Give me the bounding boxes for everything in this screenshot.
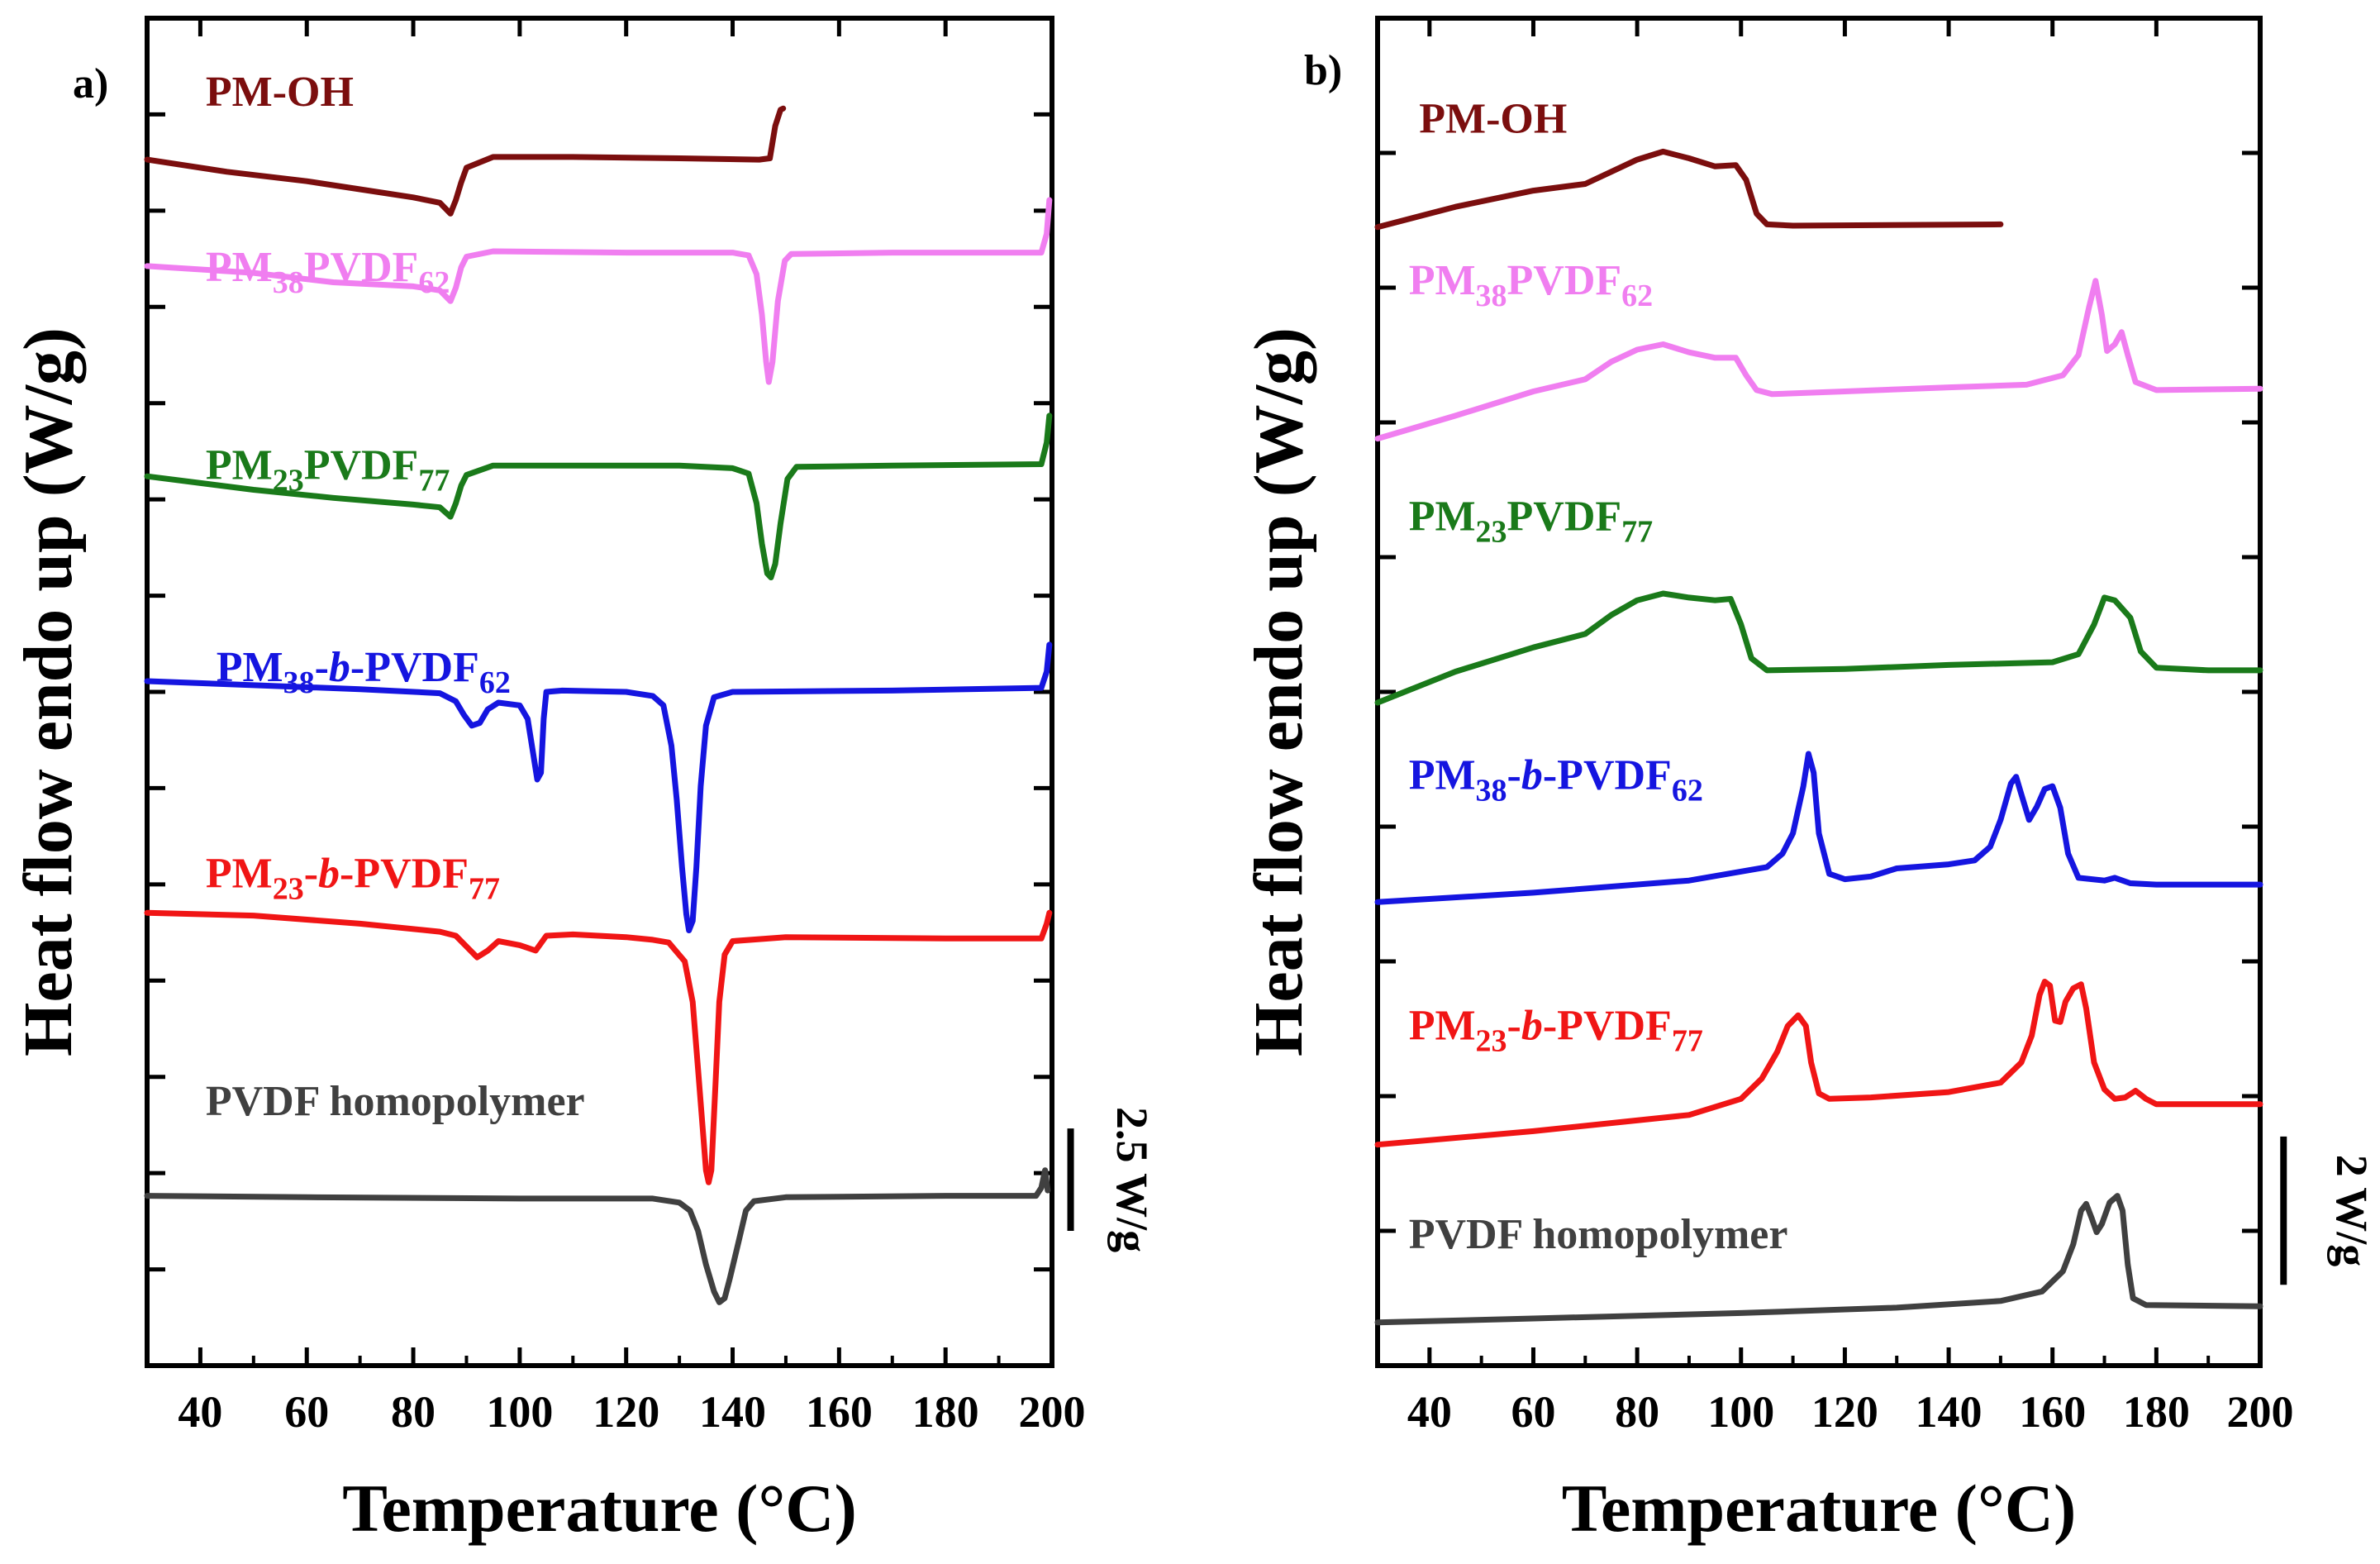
series-label-pm-oh: PM-OH	[206, 69, 354, 116]
x-tick-label: 80	[1615, 1387, 1659, 1437]
series-line-pm-oh	[144, 105, 787, 217]
series-label-pm23-b-pvdf77: PM23-b-PVDF77	[1409, 1003, 1703, 1059]
series-line-pm23-b-pvdf77	[1374, 979, 2263, 1148]
series-label-pm38pvdf62: PM38PVDF62	[206, 244, 450, 300]
series-label-part: -PVDF	[350, 644, 479, 691]
x-tick-label: 40	[1407, 1387, 1452, 1437]
series-label-part: PM	[1409, 257, 1476, 304]
series-label-part: -	[1507, 1003, 1521, 1050]
series-label-part: PVDF homopolymer	[1409, 1211, 1788, 1258]
scale-bar-label: 2.5 W/g	[1107, 1107, 1157, 1252]
series-line-pm38pvdf62	[1374, 278, 2263, 442]
series-label-part: 77	[469, 871, 500, 906]
series-line-pm38-b-pvdf62	[1374, 751, 2263, 905]
panel-b: 40 60 80 100 120 140 160 180 200PM-OHPM38PVDF62P…	[1240, 16, 2377, 1546]
series-label-part: PVDF	[1507, 493, 1622, 540]
series-label-part: b	[318, 850, 340, 897]
series-label-part: -PVDF	[1543, 751, 1672, 799]
series-label-part: PM	[206, 244, 273, 291]
x-tick-label: 180	[2123, 1387, 2190, 1437]
x-tick-label: 160	[2019, 1387, 2086, 1437]
x-tick-label: 80	[391, 1387, 436, 1437]
x-tick-label: 180	[912, 1387, 979, 1437]
x-tick-label: 100	[486, 1387, 553, 1437]
series-label-part: PM	[217, 644, 283, 691]
series-label-part: PM	[1409, 1003, 1476, 1050]
series-label-pm-oh: PM-OH	[1419, 96, 1567, 143]
x-tick-label: 140	[699, 1387, 766, 1437]
series-label-part: PVDF	[1507, 257, 1622, 304]
series-label-part: 62	[1672, 773, 1703, 808]
series-label-pm23pvdf77: PM23PVDF77	[1409, 493, 1653, 549]
series-label-part: 77	[418, 463, 450, 498]
series-label-part: PM-OH	[206, 69, 354, 116]
x-tick-label: 120	[593, 1387, 659, 1437]
x-tick-label: 60	[1511, 1387, 1555, 1437]
x-axis-label: Temperature (°C)	[342, 1471, 857, 1546]
series-label-part: PM	[1409, 493, 1476, 540]
series-label-part: PVDF homopolymer	[206, 1078, 585, 1125]
series-label-part: 38	[283, 665, 315, 700]
series-label-part: b	[1521, 751, 1543, 799]
series-label-part: -	[304, 850, 318, 897]
series-label-part: PM	[206, 850, 273, 897]
series-label-pm38pvdf62: PM38PVDF62	[1409, 257, 1653, 313]
series-label-part: 23	[1476, 514, 1507, 549]
x-tick-label: 40	[178, 1387, 222, 1437]
x-tick-label: 140	[1916, 1387, 1983, 1437]
x-tick-label: 160	[806, 1387, 873, 1437]
panel-label: a)	[73, 60, 108, 107]
series-label-part: -PVDF	[1543, 1003, 1672, 1050]
series-label-part: 62	[479, 665, 511, 700]
series-label-part: PVDF	[304, 441, 419, 489]
series-label-part: -	[1507, 751, 1521, 799]
x-tick-label: 120	[1811, 1387, 1878, 1437]
series-label-part: 62	[1621, 279, 1653, 313]
series-label-pm38-b-pvdf62: PM38-b-PVDF62	[1409, 751, 1703, 808]
series-label-part: -	[315, 644, 329, 691]
series-line-pvdf-homopolymer	[144, 1167, 1051, 1305]
panel-a: 40 60 80 100 120 140 160 180 200PM-OHPM38PVDF62P…	[10, 16, 1157, 1546]
series-label-part: 62	[418, 265, 450, 300]
series-label-part: b	[1521, 1003, 1543, 1050]
y-axis-label: Heat flow endo up (W/g)	[1240, 327, 1317, 1056]
series-line-pvdf-homopolymer	[1374, 1193, 2263, 1326]
x-tick-label: 60	[284, 1387, 329, 1437]
series-line-pm38-b-pvdf62	[144, 641, 1053, 933]
series-label-part: 77	[1672, 1024, 1703, 1059]
series-label-part: -PVDF	[340, 850, 469, 897]
series-label-part: 23	[1476, 1024, 1507, 1059]
series-label-part: PM	[1409, 751, 1476, 799]
series-label-pvdf-homopolymer: PVDF homopolymer	[206, 1078, 585, 1125]
series-label-pvdf-homopolymer: PVDF homopolymer	[1409, 1211, 1788, 1258]
series-label-part: 77	[1621, 514, 1653, 549]
series-label-part: 38	[1476, 773, 1507, 808]
series-line-pm23-b-pvdf77	[144, 909, 1053, 1185]
series-label-part: 38	[1476, 279, 1507, 313]
y-axis-label: Heat flow endo up (W/g)	[10, 327, 87, 1056]
series-line-pm-oh	[1374, 148, 2004, 231]
x-axis-label: Temperature (°C)	[1562, 1471, 2077, 1546]
series-label-part: 23	[273, 463, 304, 498]
series-label-part: PVDF	[304, 244, 419, 291]
series-label-part: 38	[273, 265, 304, 300]
series-label-pm38-b-pvdf62: PM38-b-PVDF62	[217, 644, 511, 700]
series-label-part: 23	[273, 871, 304, 906]
series-line-pm23pvdf77	[1374, 590, 2263, 706]
scale-bar-label: 2 W/g	[2327, 1155, 2377, 1267]
series-label-part: b	[329, 644, 350, 691]
series-line-pm38pvdf62	[144, 197, 1053, 385]
x-tick-label: 100	[1707, 1387, 1774, 1437]
series-label-part: PM-OH	[1419, 96, 1567, 143]
panel-label: b)	[1304, 47, 1342, 94]
series-line-pm23pvdf77	[144, 412, 1053, 580]
x-tick-label: 200	[2227, 1387, 2294, 1437]
series-label-pm23pvdf77: PM23PVDF77	[206, 441, 450, 498]
series-label-pm23-b-pvdf77: PM23-b-PVDF77	[206, 850, 500, 906]
x-tick-label: 200	[1019, 1387, 1086, 1437]
series-label-part: PM	[206, 441, 273, 489]
